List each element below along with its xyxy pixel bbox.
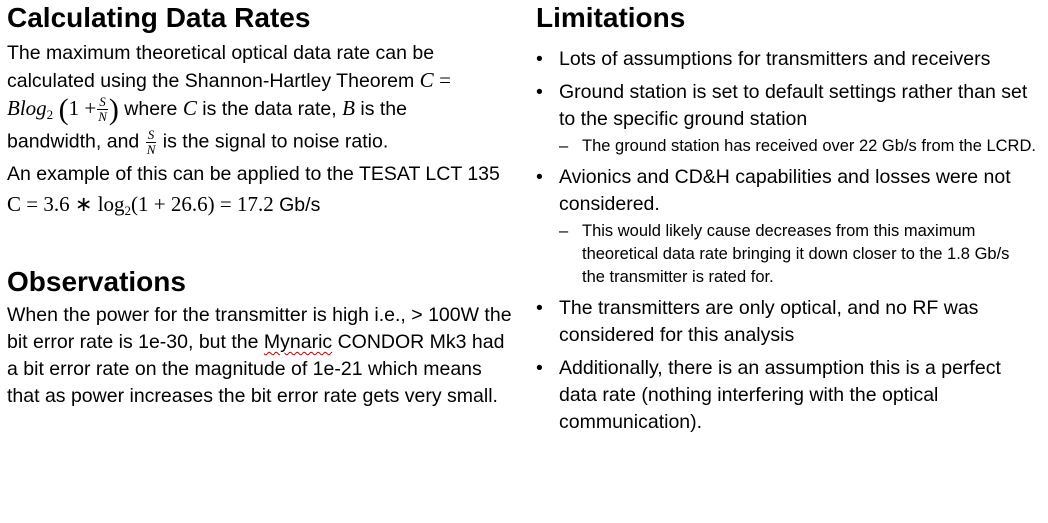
paren-open: ( xyxy=(58,93,69,126)
var-b: B xyxy=(342,96,355,120)
calculating-data-rates-heading: Calculating Data Rates xyxy=(7,2,311,33)
limitation-text: Avionics and CD&H capabilities and losse… xyxy=(559,166,1011,215)
limitation-subitem: The ground station has received over 22 … xyxy=(559,135,1036,158)
shannon-hartley-paragraph: The maximum theoretical optical data rat… xyxy=(7,40,512,157)
where-text-3: is the xyxy=(360,98,407,120)
limitation-sublist: The ground station has received over 22 … xyxy=(559,135,1036,158)
example-formula-lhs: C = 3.6 ∗ log xyxy=(7,192,125,216)
limitation-item: Ground station is set to default setting… xyxy=(536,79,1036,158)
observations-heading: Observations xyxy=(7,266,186,297)
formula-lhs: C xyxy=(419,68,434,92)
limitation-text: Lots of assumptions for transmitters and… xyxy=(559,48,991,70)
formula-b: Blog xyxy=(7,96,47,120)
observations-paragraph: When the power for the transmitter is hi… xyxy=(7,302,512,410)
limitation-text: The transmitters are only optical, and n… xyxy=(559,297,979,346)
limitation-sublist: This would likely cause decreases from t… xyxy=(559,220,1036,289)
observations-text-2: CONDOR Mk3 had a bit error rate on the m… xyxy=(7,331,505,407)
paren-close: ) xyxy=(108,93,119,126)
intro-text: The maximum theoretical optical data rat… xyxy=(7,42,435,92)
limitations-heading: Limitations xyxy=(536,2,686,33)
formula-one-plus: 1 + xyxy=(68,96,97,120)
example-paragraph: An example of this can be applied to the… xyxy=(7,163,500,185)
fraction-numerator: S xyxy=(97,95,108,111)
where-text-5: is the signal to noise ratio. xyxy=(162,130,389,153)
limitation-subitem: This would likely cause decreases from t… xyxy=(559,220,1036,289)
right-column: Limitations Lots of assumptions for tran… xyxy=(536,0,1036,442)
observations-text-1: When the power for the transmitter is hi… xyxy=(7,304,512,353)
fraction-denominator-inline: N xyxy=(146,142,156,157)
limitations-list: Lots of assumptions for transmitters and… xyxy=(536,46,1036,436)
example-formula: C = 3.6 ∗ log2(1 + 26.6) = 17.2 Gb/s xyxy=(7,191,512,224)
where-text-1: where xyxy=(124,98,178,120)
example-formula-unit: Gb/s xyxy=(279,194,321,216)
formula-b-sub: 2 xyxy=(46,107,54,122)
limitation-text: Ground station is set to default setting… xyxy=(559,81,1028,130)
fraction-denominator: N xyxy=(98,109,107,125)
formula-eq: = xyxy=(439,68,451,92)
spellcheck-word: Mynaric xyxy=(263,331,333,353)
example-formula-sub: 2 xyxy=(124,203,132,218)
limitation-item: Additionally, there is an assumption thi… xyxy=(536,355,1036,436)
where-text-2: is the data rate, xyxy=(202,98,337,120)
example-formula-rhs: (1 + 26.6) = 17.2 xyxy=(131,192,274,216)
limitation-text: Additionally, there is an assumption thi… xyxy=(559,357,1001,433)
limitation-item: The transmitters are only optical, and n… xyxy=(536,295,1036,349)
var-c: C xyxy=(182,96,197,120)
limitation-item: Avionics and CD&H capabilities and losse… xyxy=(536,164,1036,289)
limitation-item: Lots of assumptions for transmitters and… xyxy=(536,46,1036,73)
left-column: Calculating Data Rates The maximum theor… xyxy=(7,0,512,410)
fraction-numerator-inline: S xyxy=(145,128,157,143)
where-text-4: bandwidth, and xyxy=(7,130,140,153)
